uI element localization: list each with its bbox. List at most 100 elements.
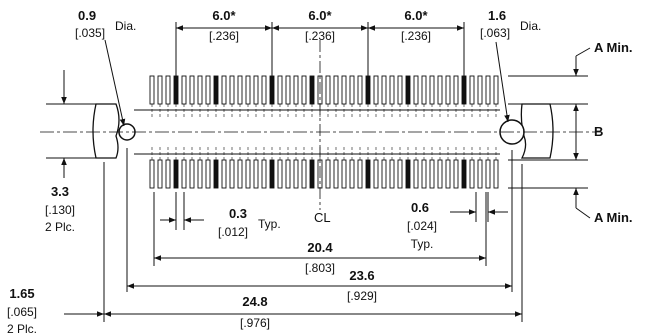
pitch-dimensions — [175, 22, 465, 76]
contact-pin — [405, 159, 411, 189]
contact-pin — [357, 159, 363, 189]
span-20-mm: 20.4 — [307, 240, 333, 255]
contact-pin — [309, 75, 315, 105]
contact-pin — [381, 75, 387, 105]
contact-pin — [293, 159, 299, 189]
contact-pin — [205, 159, 211, 189]
pitch-3-in: [.236] — [401, 29, 431, 43]
height-dimension — [46, 70, 96, 178]
contact-pin — [413, 75, 419, 105]
contact-pin — [477, 159, 483, 189]
contact-pin — [189, 159, 195, 189]
contact-pin — [325, 159, 331, 189]
hole-right-mm: 1.6 — [488, 8, 506, 23]
contact-pin — [269, 75, 275, 105]
contact-pin — [365, 75, 371, 105]
contact-pin — [237, 75, 243, 105]
contact-pin — [397, 75, 403, 105]
contact-pin — [277, 75, 283, 105]
contact-pin — [181, 159, 187, 189]
contact-pin — [349, 159, 355, 189]
contact-pin — [341, 159, 347, 189]
span-23-in: [.929] — [347, 289, 377, 303]
contact-pin — [157, 75, 163, 105]
contact-row-top — [149, 75, 499, 118]
contact-pin — [397, 159, 403, 189]
contact-pin — [453, 75, 459, 105]
connector-body — [92, 103, 554, 159]
contact-pin — [429, 75, 435, 105]
hole-right-in: [.063] — [480, 26, 510, 40]
contact-pin — [197, 75, 203, 105]
contact-pin — [157, 159, 163, 189]
offset-in: [.065] — [7, 305, 37, 319]
contact-pin — [245, 159, 251, 189]
contact-pin — [229, 75, 235, 105]
contact-pin — [333, 75, 339, 105]
contact-pitch-in: [.024] — [407, 219, 437, 233]
contact-pin — [413, 159, 419, 189]
height-in: [.130] — [45, 203, 75, 217]
height-mm: 3.3 — [51, 184, 69, 199]
contact-pin — [421, 159, 427, 189]
left-mounting-block — [92, 103, 120, 159]
contact-pin — [277, 159, 283, 189]
hole-right-suffix: Dia. — [520, 19, 541, 33]
span-24-mm: 24.8 — [242, 294, 267, 309]
pitch-1-in: [.236] — [209, 29, 239, 43]
contact-pin — [349, 75, 355, 105]
pitch-2-mm: 6.0* — [308, 8, 332, 23]
contact-pin — [469, 75, 475, 105]
contact-width-note: Typ. — [258, 217, 281, 231]
contact-pin — [149, 75, 155, 105]
contact-pin — [421, 75, 427, 105]
contact-pin — [333, 159, 339, 189]
contact-width-dimension — [160, 192, 204, 230]
contact-pin — [245, 75, 251, 105]
contact-pin — [253, 75, 259, 105]
pitch-2-in: [.236] — [305, 29, 335, 43]
a-min-bottom-label: A Min. — [594, 210, 633, 225]
contact-pin — [173, 159, 179, 189]
contact-pin — [485, 75, 491, 105]
contact-pin — [285, 75, 291, 105]
contact-pin — [149, 159, 155, 189]
contact-pin — [493, 75, 499, 105]
hole-left-mm: 0.9 — [78, 8, 96, 23]
pitch-3-mm: 6.0* — [404, 8, 428, 23]
contact-pin — [301, 75, 307, 105]
contact-pin — [453, 159, 459, 189]
contact-pin — [221, 159, 227, 189]
hole-left-leader — [104, 39, 126, 127]
contact-pin — [181, 75, 187, 105]
span-23-mm: 23.6 — [349, 268, 374, 283]
contact-pin — [445, 159, 451, 189]
contact-pin — [493, 159, 499, 189]
contact-pin — [221, 75, 227, 105]
contact-pin — [389, 75, 395, 105]
contact-pin — [197, 159, 203, 189]
right-side-dimensions — [508, 47, 591, 219]
offset-note: 2 Plc. — [7, 322, 37, 334]
contact-pin — [229, 159, 235, 189]
span-24-in: [.976] — [240, 316, 270, 330]
contact-pin — [269, 159, 275, 189]
height-note: 2 Plc. — [45, 220, 75, 234]
contact-pin — [357, 75, 363, 105]
contact-pin — [253, 159, 259, 189]
contact-pin — [213, 75, 219, 105]
contact-pin — [477, 75, 483, 105]
contact-pin — [205, 75, 211, 105]
span-dimensions — [64, 148, 523, 322]
contact-pin — [325, 75, 331, 105]
contact-pin — [381, 159, 387, 189]
contact-pin — [189, 75, 195, 105]
contact-pin — [429, 159, 435, 189]
contact-pin — [341, 75, 347, 105]
pitch-1-mm: 6.0* — [212, 8, 236, 23]
contact-pitch-dimension — [450, 192, 508, 222]
contact-pin — [461, 159, 467, 189]
hole-left-in: [.035] — [75, 26, 105, 40]
contact-pin — [373, 75, 379, 105]
